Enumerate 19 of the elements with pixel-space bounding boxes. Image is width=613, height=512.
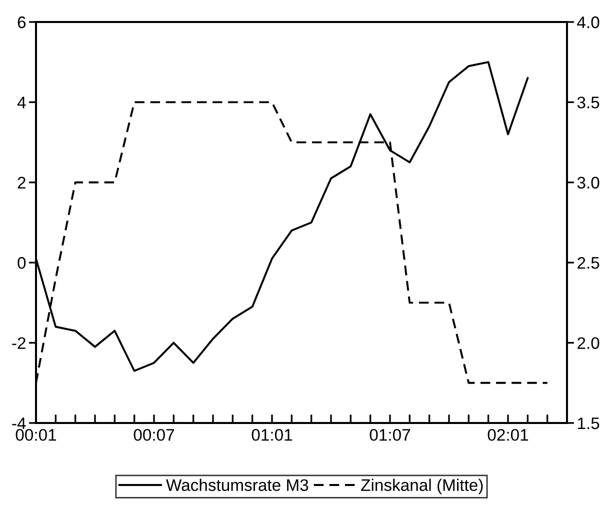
y-tick-label: 6: [18, 16, 26, 28]
y-tick-label: 2: [18, 176, 26, 188]
x-tick-label: 01:01: [252, 428, 292, 441]
y2-tick-label: 2.5: [578, 257, 600, 269]
y2-tick-label: 4.0: [577, 16, 600, 28]
y2-tick-label: 3.0: [577, 176, 600, 189]
y2-tick-label: 2.0: [578, 337, 600, 350]
y-tick-label: 4: [17, 96, 26, 108]
x-tick-label: 00:01: [16, 428, 56, 441]
x-tick-label: 00:07: [134, 428, 174, 441]
y-tick-label: -4: [12, 418, 26, 430]
x-tick-label: 01:07: [370, 428, 410, 441]
y-tick-label: 0: [18, 257, 26, 269]
legend-label: Wachstumsrate M3: [166, 478, 308, 492]
y-tick-label: -2: [12, 337, 26, 349]
legend-label: Zinskanal (Mitte): [361, 478, 483, 494]
x-tick-label: 02:01: [488, 428, 528, 441]
y2-tick-label: 3.5: [577, 96, 600, 108]
y2-tick-label: 1.5: [578, 418, 600, 430]
